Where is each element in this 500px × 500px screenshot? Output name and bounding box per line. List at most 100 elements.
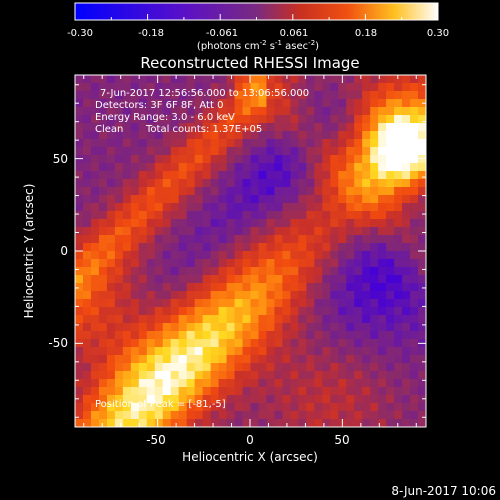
image-pixel [354,283,363,292]
image-pixel [75,323,84,332]
image-pixel [242,139,251,148]
image-pixel [378,291,387,300]
image-pixel [370,323,379,332]
image-pixel [330,355,339,364]
image-pixel [82,203,92,212]
image-pixel [330,99,339,108]
image-pixel [298,83,307,92]
image-pixel [266,291,275,300]
image-pixel [394,243,403,252]
image-pixel [306,259,315,268]
image-pixel [362,195,371,204]
image-pixel [282,107,291,116]
image-pixel [346,403,355,412]
image-pixel [266,75,275,84]
image-pixel [138,371,148,380]
image-pixel [90,411,100,420]
image-pixel [178,139,188,148]
image-pixel [418,387,426,396]
image-pixel [354,387,363,396]
image-pixel [226,419,235,427]
image-pixel [418,275,426,284]
image-pixel [162,195,172,204]
image-pixel [130,211,140,220]
image-pixel [218,99,227,108]
image-pixel [250,259,259,268]
image-pixel [98,251,108,260]
image-pixel [186,251,196,260]
image-pixel [322,195,331,204]
image-pixel [250,195,259,204]
image-pixel [202,219,212,228]
image-pixel [410,219,419,228]
image-pixel [250,139,259,148]
image-pixel [130,163,140,172]
image-pixel [202,387,212,396]
image-pixel [338,347,347,356]
image-pixel [98,363,108,372]
image-pixel [410,155,419,164]
image-pixel [346,235,355,244]
image-pixel [130,323,140,332]
image-pixel [266,179,275,188]
image-pixel [106,83,116,92]
image-pixel [170,187,180,196]
image-pixel [114,291,124,300]
image-pixel [210,395,219,404]
image-pixel [162,147,172,156]
image-pixel [370,91,379,100]
image-pixel [322,259,331,268]
image-pixel [402,171,411,180]
image-pixel [226,195,235,204]
image-pixel [282,155,291,164]
image-pixel [122,379,132,388]
image-pixel [210,115,219,124]
image-pixel [330,163,339,172]
image-pixel [186,299,196,308]
image-pixel [90,419,100,427]
image-pixel [162,163,172,172]
image-pixel [370,83,379,92]
image-pixel [410,123,419,132]
image-pixel [290,371,299,380]
image-pixel [138,379,148,388]
image-pixel [346,163,355,172]
image-pixel [162,99,172,108]
image-pixel [138,179,148,188]
image-pixel [138,419,148,427]
image-pixel [282,187,291,196]
image-pixel [410,115,419,124]
image-pixel [98,411,108,420]
image-pixel [202,323,212,332]
image-pixel [106,267,116,276]
image-pixel [370,411,379,420]
image-pixel [194,259,204,268]
image-pixel [202,259,212,268]
image-pixel [106,347,116,356]
image-pixel [162,211,172,220]
image-pixel [266,211,275,220]
image-pixel [162,355,172,364]
image-pixel [186,203,196,212]
image-pixel [290,339,299,348]
image-pixel [290,155,299,164]
image-pixel [90,315,100,324]
image-pixel [282,331,291,340]
image-pixel [274,163,283,172]
image-pixel [322,275,331,284]
image-pixel [282,251,291,260]
image-pixel [98,203,108,212]
image-pixel [346,251,355,260]
image-pixel [154,283,164,292]
image-pixel [410,299,419,308]
image-pixel [314,355,323,364]
image-pixel [378,395,387,404]
image-pixel [194,75,204,84]
image-pixel [298,379,307,388]
image-pixel [90,211,100,220]
image-pixel [218,179,227,188]
image-pixel [378,251,387,260]
image-pixel [386,115,395,124]
image-pixel [146,395,156,404]
image-pixel [250,323,259,332]
